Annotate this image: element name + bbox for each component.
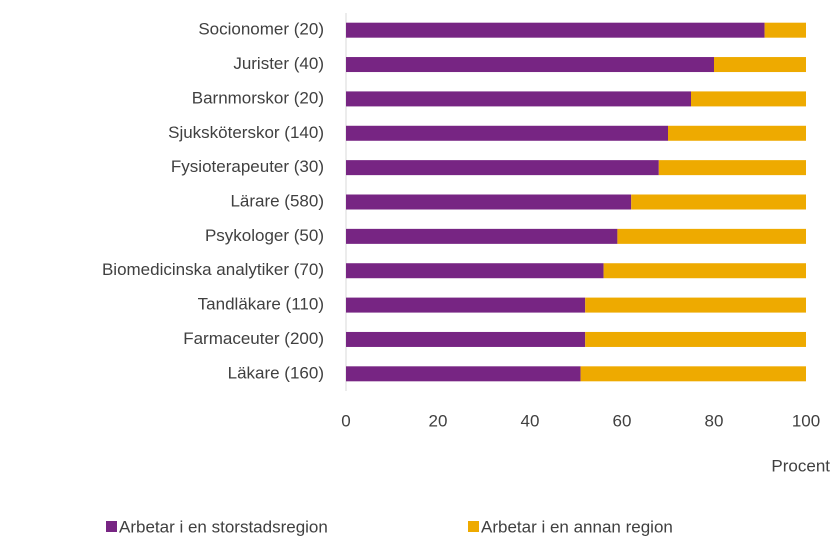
- bar-segment: [691, 91, 806, 107]
- bar-segment: [580, 366, 806, 382]
- y-tick-label: Läkare (160): [228, 363, 324, 382]
- bar-segment: [346, 263, 604, 279]
- x-tick-label: 40: [521, 411, 540, 430]
- bar-segment: [668, 125, 806, 141]
- y-tick-label: Biomedicinska analytiker (70): [102, 260, 324, 279]
- bar-segment: [346, 22, 765, 38]
- bar-segment: [346, 57, 714, 73]
- bar-segment: [714, 57, 806, 73]
- x-axis-label: Procent: [771, 456, 830, 475]
- bar-segment: [346, 160, 659, 176]
- legend-swatch: [106, 521, 117, 532]
- bar-segment: [346, 91, 691, 107]
- y-tick-label: Lärare (580): [230, 191, 324, 210]
- bar-segment: [764, 22, 806, 38]
- x-tick-label: 60: [613, 411, 632, 430]
- y-tick-label: Tandläkare (110): [198, 295, 324, 314]
- bar-segment: [346, 228, 618, 244]
- x-tick-label: 20: [429, 411, 448, 430]
- y-tick-label: Fysioterapeuter (30): [171, 157, 324, 176]
- bar-segment: [631, 194, 806, 210]
- bar-segment: [658, 160, 806, 176]
- bar-segment: [585, 297, 806, 313]
- bar-segment: [585, 331, 806, 347]
- bar-segment: [603, 263, 806, 279]
- y-tick-label: Sjuksköterskor (140): [168, 123, 324, 142]
- legend-label: Arbetar i en annan region: [481, 517, 673, 536]
- bar-segment: [346, 331, 586, 347]
- x-tick-label: 80: [705, 411, 724, 430]
- y-tick-label: Socionomer (20): [198, 20, 324, 39]
- y-tick-label: Barnmorskor (20): [192, 88, 324, 107]
- bar-segment: [617, 228, 806, 244]
- bar-segment: [346, 366, 581, 382]
- bar-segment: [346, 297, 586, 313]
- bar-segment: [346, 194, 632, 210]
- legend-swatch: [468, 521, 479, 532]
- bar-segment: [346, 125, 668, 141]
- legend-label: Arbetar i en storstadsregion: [119, 517, 328, 536]
- x-tick-label: 100: [792, 411, 820, 430]
- x-tick-label: 0: [341, 411, 350, 430]
- y-tick-label: Farmaceuter (200): [183, 329, 324, 348]
- y-tick-label: Jurister (40): [233, 54, 324, 73]
- y-tick-label: Psykologer (50): [205, 226, 324, 245]
